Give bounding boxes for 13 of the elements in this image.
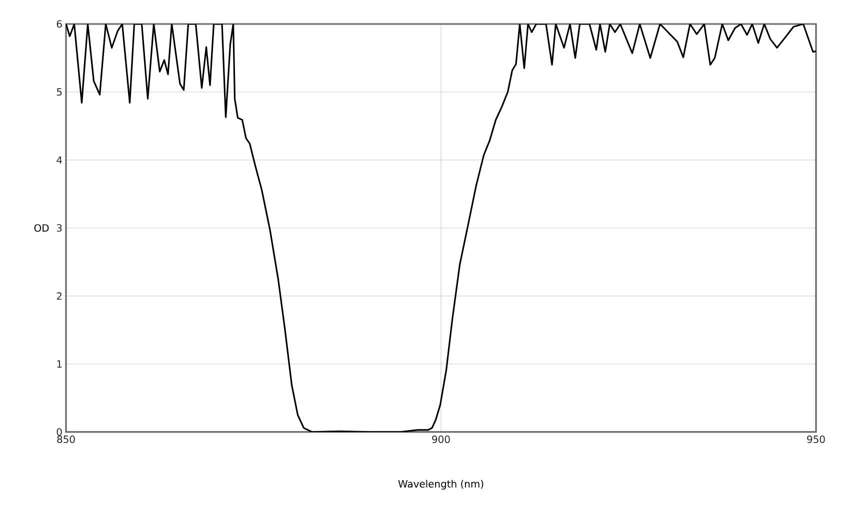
x-tick-label: 950 xyxy=(807,435,825,444)
x-axis-title: Wavelength (nm) xyxy=(398,480,484,490)
y-tick-label: 1 xyxy=(57,360,62,368)
y-tick-label: 5 xyxy=(56,88,62,96)
line-series xyxy=(66,24,816,432)
y-tick-label: 2 xyxy=(56,292,62,300)
x-tick-label: 900 xyxy=(432,435,450,444)
x-tick-label: 850 xyxy=(57,435,75,444)
y-tick-label: 6 xyxy=(56,20,62,28)
y-tick-label: 3 xyxy=(56,224,62,232)
y-tick-label: 0 xyxy=(56,428,62,436)
y-tick-label: 4 xyxy=(56,156,62,164)
y-axis-title: OD xyxy=(34,224,49,232)
